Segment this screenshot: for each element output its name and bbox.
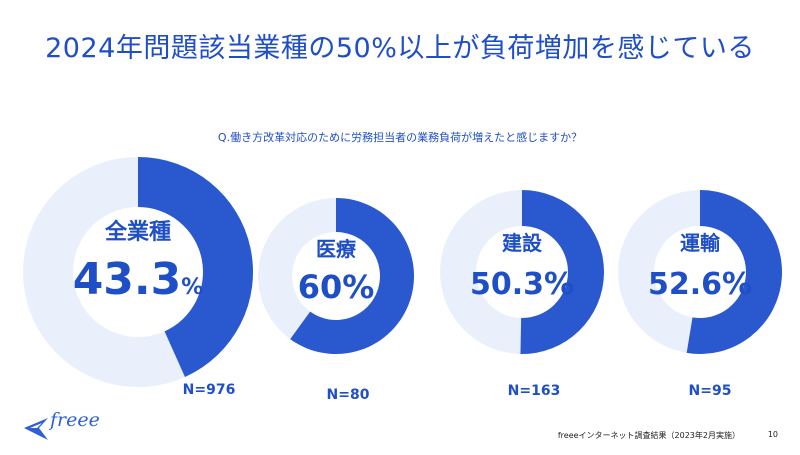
value-label: 52.6% bbox=[648, 267, 752, 302]
donut-medical: 医療 60% bbox=[258, 198, 414, 354]
donut-transport: 運輸 52.6% bbox=[618, 190, 783, 354]
source-note: freeeインターネット調査結果（2023年2月実施） bbox=[557, 431, 740, 440]
value-label: 43.3% bbox=[73, 254, 204, 305]
slice-all-industries bbox=[138, 157, 253, 377]
survey-question: Q.働き方改革対応のために労務担当者の業務負荷が増えたと感じますか？ bbox=[217, 131, 583, 144]
donut-all-industries: 全業種 43.3% bbox=[22, 156, 254, 388]
page-number: 10 bbox=[767, 430, 778, 439]
n-label-all: N=976 bbox=[182, 382, 236, 398]
bird-icon bbox=[24, 418, 48, 440]
n-label-transport: N=95 bbox=[688, 383, 732, 399]
value-label: 50.3% bbox=[470, 267, 574, 302]
value-label: 60% bbox=[298, 268, 375, 306]
slice-construction bbox=[520, 190, 604, 354]
donut-construction: 建設 50.3% bbox=[440, 190, 604, 354]
category-label: 運輸 bbox=[680, 231, 721, 255]
category-label: 医療 bbox=[316, 237, 356, 261]
unit-label: % bbox=[181, 275, 203, 300]
n-label-construction: N=163 bbox=[507, 383, 561, 399]
n-label-medical: N=80 bbox=[326, 387, 370, 403]
category-label: 建設 bbox=[502, 231, 543, 255]
category-label: 全業種 bbox=[104, 219, 171, 245]
page-title: 2024年問題該当業種の50%以上が負荷増加を感じている bbox=[45, 33, 755, 64]
slice-medical bbox=[290, 198, 414, 354]
freee-logo: freee bbox=[50, 409, 100, 431]
slice-transport bbox=[686, 190, 783, 354]
